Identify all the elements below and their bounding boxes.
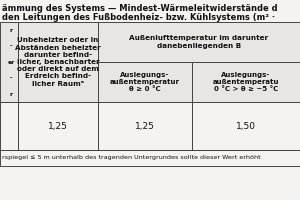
Bar — [0, 102, 18, 150]
Text: ämmung des Systems — Mindest-Wärmeleitwiderstände d: ämmung des Systems — Mindest-Wärmeleitwi… — [2, 4, 278, 13]
Bar — [0, 22, 18, 102]
Text: er: er — [7, 60, 15, 64]
Bar — [192, 102, 300, 150]
Text: rspiegel ≤ 5 m unterhalb des tragenden Untergrundes sollte dieser Wert erhöht: rspiegel ≤ 5 m unterhalb des tragenden U… — [2, 156, 261, 160]
Bar — [18, 22, 98, 102]
Text: r: r — [9, 92, 13, 97]
Bar — [98, 102, 192, 150]
Bar — [0, 150, 300, 166]
Text: Auslegungs-
außentemperatu
0 °C > θ⁤ ≥ −5 °C: Auslegungs- außentemperatu 0 °C > θ⁤ ≥ −… — [213, 72, 279, 92]
Text: 1,25: 1,25 — [135, 121, 155, 130]
Text: -: - — [10, 75, 12, 80]
Text: 1,50: 1,50 — [236, 121, 256, 130]
Text: Außenlufttemperatur im darunter
danebenliegenden B: Außenlufttemperatur im darunter danebenl… — [129, 35, 268, 49]
Text: r: r — [9, 27, 13, 32]
Bar — [18, 102, 98, 150]
Text: -: - — [10, 44, 12, 48]
Text: 1,25: 1,25 — [48, 121, 68, 130]
Bar — [192, 62, 300, 102]
Bar — [98, 22, 300, 62]
Text: Auslegungs-
außentemperatur
θ⁤ ≥ 0 °C: Auslegungs- außentemperatur θ⁤ ≥ 0 °C — [110, 72, 180, 92]
Text: den Leitungen des Fußbodenheiz- bzw. Kühlsystems (m² ·: den Leitungen des Fußbodenheiz- bzw. Küh… — [2, 13, 275, 22]
Bar — [98, 62, 192, 102]
Text: Unbeheizter oder in
Abständen beheizter
darunter befind-
licher, benachbarter
od: Unbeheizter oder in Abständen beheizter … — [15, 37, 101, 87]
